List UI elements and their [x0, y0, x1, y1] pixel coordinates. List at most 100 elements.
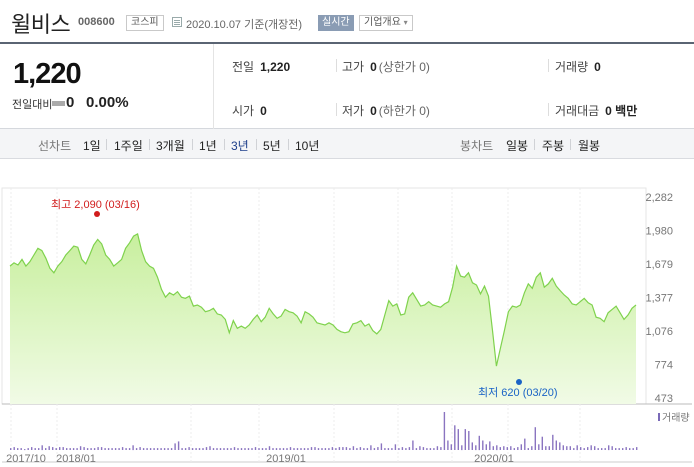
volume-bar [167, 448, 169, 450]
volume-bar [436, 446, 439, 450]
volume-bar [198, 448, 201, 450]
volume-bar [335, 448, 337, 450]
period-5y[interactable]: 5년 [263, 139, 281, 153]
candle-daily[interactable]: 일봉 [506, 139, 529, 153]
volume-bar [107, 448, 110, 450]
x-tick-label: 2017/10 [6, 453, 46, 465]
volume-bar [534, 427, 536, 450]
volume-bar [457, 429, 459, 450]
volume-bar [548, 446, 550, 450]
y-tick-label: 1,377 [645, 293, 673, 305]
volume-bar [272, 448, 274, 450]
volume-bar [566, 446, 568, 450]
y-tick-label: 2,282 [645, 192, 673, 204]
volume-bar [527, 448, 529, 450]
y-tick-label: 1,980 [645, 226, 673, 238]
upper-limit: (상한가 0) [378, 60, 430, 74]
volume-bar [191, 448, 194, 450]
low-marker [516, 379, 522, 385]
stat-label: 거래량 [555, 60, 589, 74]
volume-bar [552, 434, 554, 450]
period-1d[interactable]: 1일 [83, 139, 101, 153]
change-value: 0 [66, 94, 75, 111]
realtime-button[interactable]: 실시간 [318, 15, 354, 31]
volume-bar [503, 446, 505, 450]
volume-bar [93, 448, 96, 450]
volume-bar [202, 448, 204, 450]
volume-bar [629, 448, 631, 450]
header-divider [0, 42, 694, 44]
volume-bar [331, 447, 334, 450]
candle-weekly[interactable]: 주봉 [542, 139, 565, 153]
stat-value: 0 [370, 60, 377, 74]
volume-bar [618, 448, 620, 450]
volume-bar [62, 447, 64, 450]
stat-label: 저가 [342, 104, 365, 118]
volume-bar [83, 447, 85, 450]
volume-bar [408, 447, 411, 450]
company-overview-dropdown[interactable]: 기업개요 ▾ [359, 15, 413, 31]
volume-bar [520, 444, 522, 450]
period-3m[interactable]: 3개월 [156, 139, 185, 153]
period-1y[interactable]: 1년 [199, 139, 217, 153]
volume-bar [307, 448, 309, 450]
volume-bar [482, 440, 484, 450]
volume-bar [524, 438, 526, 450]
period-1w[interactable]: 1주일 [114, 139, 143, 153]
volume-bar [296, 448, 299, 450]
volume-bar [356, 448, 358, 450]
volume-bar [601, 448, 603, 450]
divider [570, 139, 571, 150]
volume-bar [433, 448, 435, 450]
stat-label: 고가 [342, 60, 365, 74]
volume-bar [541, 436, 543, 450]
reference-date: 2020.10.07 기준(개장전) [186, 19, 303, 31]
volume-bar [461, 445, 463, 451]
volume-bar [370, 445, 372, 451]
volume-bar [352, 446, 355, 450]
volume-bar [545, 446, 547, 450]
period-3y[interactable]: 3년 [231, 139, 249, 153]
volume-bar [48, 446, 50, 450]
period-10y[interactable]: 10년 [295, 139, 320, 153]
volume-bar [555, 440, 557, 450]
volume-bar [387, 448, 390, 450]
y-tick-label: 473 [655, 393, 673, 405]
x-tick-label: 2020/01 [474, 453, 514, 465]
x-tick-label: 2019/01 [266, 453, 306, 465]
divider [224, 139, 225, 150]
volume-bar [478, 435, 480, 451]
volume-legend: 거래량 [662, 412, 690, 424]
candle-monthly[interactable]: 월봉 [578, 139, 601, 153]
price-chart[interactable]: 2,282 1,980 1,679 1,377 1,076 774 473 2017/10 2… [0, 160, 694, 467]
volume-bar [20, 448, 22, 450]
y-axis: 2,282 1,980 1,679 1,377 1,076 774 473 [645, 192, 673, 405]
volume-bar [359, 447, 362, 450]
volume-bar [363, 448, 365, 450]
stat-prev-close: 전일 1,220 [232, 58, 290, 75]
volume-bar [86, 448, 89, 450]
volume-bar [251, 448, 253, 450]
volume-bar [254, 447, 257, 450]
volume-bar [338, 447, 341, 450]
volume-bar [580, 447, 582, 450]
volume-bar [517, 447, 519, 450]
volume-bar [244, 448, 246, 450]
volume-bar [587, 447, 589, 450]
volume-bar [181, 448, 183, 450]
volume-bar [293, 448, 295, 450]
volume-bar [279, 448, 281, 450]
volume-bar [128, 448, 131, 450]
volume-bar [38, 448, 40, 450]
volume-bar [440, 447, 442, 450]
volume-bar [594, 446, 596, 450]
volume-bar [100, 447, 103, 450]
stat-value: 0 [260, 104, 267, 118]
volume-bars [10, 412, 638, 451]
volume-bar [219, 448, 222, 450]
volume-bar [310, 447, 313, 450]
volume-bar [583, 448, 585, 450]
company-overview-label: 기업개요 [364, 17, 401, 28]
volume-bar [55, 448, 57, 450]
volume-bar [90, 448, 92, 450]
